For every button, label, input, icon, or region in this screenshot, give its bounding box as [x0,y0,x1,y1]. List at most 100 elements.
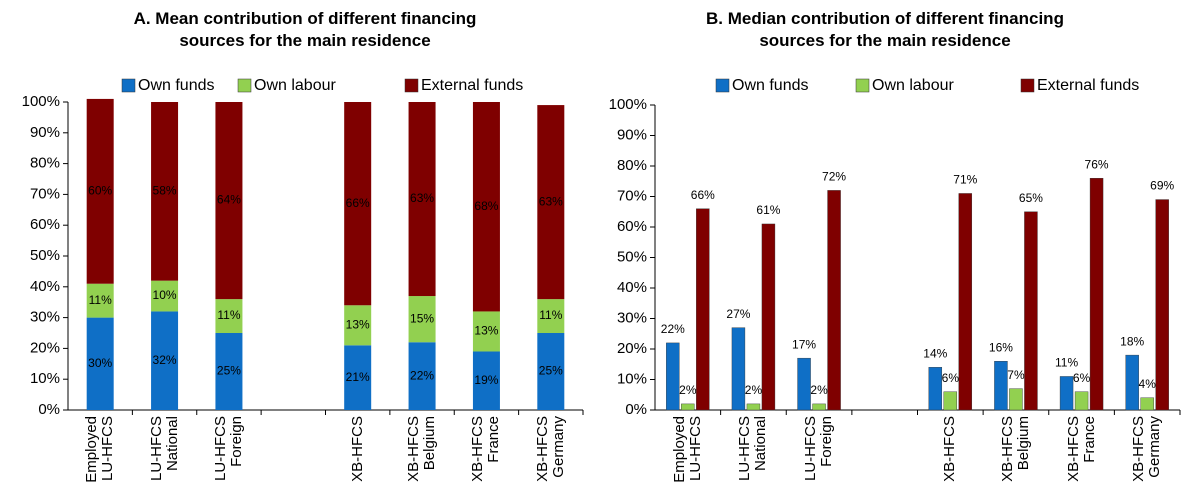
value-label: 6% [942,371,960,385]
x-tick-label: XB-HFCS [348,416,366,482]
value-label: 61% [756,203,780,217]
value-label: 66% [346,196,370,210]
y-tick-label: 90% [617,126,647,143]
x-tick-label: LU-HFCS National [736,416,770,482]
value-label: 11% [539,308,562,322]
y-tick-label: 10% [30,370,60,387]
x-tick-label: XB-HFCS France [469,416,503,482]
legend-swatch [1020,78,1035,93]
y-tick-label: 70% [617,187,647,204]
value-label: 2% [745,383,763,397]
value-label: 14% [923,346,947,360]
bar [1074,391,1089,411]
value-label: 15% [410,311,434,325]
x-tick-label: XB-HFCS Germany [533,416,567,482]
x-tick-label: XB-HFCS Belgium [405,416,439,482]
value-label: 22% [410,368,434,382]
value-label: 11% [1055,356,1078,370]
value-label: 71% [953,173,977,187]
bar [943,391,958,411]
y-tick-label: 50% [617,248,647,265]
value-label: 27% [726,307,750,321]
bar [994,361,1008,411]
value-label: 64% [217,193,241,207]
bar-segment [151,280,179,312]
value-label: 65% [1019,191,1043,205]
x-tick-label: XB-HFCS Belgium [998,416,1032,482]
bar [1140,397,1154,411]
bar-segment [472,311,500,352]
bar [928,367,943,411]
x-tick-label: XB-HFCS France [1064,416,1098,482]
bar [1059,376,1074,411]
bar [1155,199,1169,411]
value-label: 63% [539,194,563,208]
bar [746,403,761,411]
value-label: 4% [1139,377,1157,391]
y-tick-label: 60% [30,216,60,233]
y-tick-label: 90% [30,124,60,141]
bar [797,357,811,411]
value-label: 17% [792,337,816,351]
chart-title: A. Mean contribution of different financ… [133,9,477,50]
y-tick-label: 40% [30,278,60,295]
bar [827,190,841,411]
bar-segment [472,351,500,410]
value-label: 25% [539,364,563,378]
value-label: 60% [88,183,112,197]
legend-label: External funds [1037,77,1139,94]
legend-label: Own funds [138,77,214,94]
bar [1125,354,1139,411]
value-label: 18% [1120,334,1144,348]
bar-segment [408,342,436,410]
x-tick-label: XB-HFCS [941,416,959,482]
y-tick-label: 100% [22,93,60,110]
legend-swatch [237,78,252,93]
value-label: 21% [346,370,370,384]
bar-segment [86,98,114,284]
value-label: 76% [1085,157,1109,171]
bar [1024,211,1038,411]
y-tick-label: 70% [30,185,60,202]
value-label: 7% [1007,368,1025,382]
x-tick-label: LU-HFCS Foreign [802,416,836,482]
bar-segment [344,305,372,346]
bar-segment [215,102,243,300]
value-label: 13% [346,317,370,331]
bar [696,208,710,411]
value-label: 13% [474,324,498,338]
x-tick-label: XB-HFCS Germany [1130,416,1164,482]
value-label: 19% [474,373,498,387]
value-label: 11% [89,293,112,307]
value-label: 6% [1073,371,1091,385]
legend-label: Own funds [732,77,808,94]
value-label: 16% [989,340,1013,354]
value-label: 22% [661,322,685,336]
bar-segment [86,283,114,318]
y-tick-label: 50% [30,247,60,264]
bar-segment [408,296,436,343]
bar-segment [86,317,114,410]
legend-swatch [715,78,730,93]
bar [731,327,746,411]
x-tick-label: LU-HFCS Foreign [211,416,245,482]
value-label: 68% [474,199,498,213]
y-tick-label: 0% [38,401,60,418]
legend-label: Own labour [254,77,336,94]
value-label: 69% [1150,179,1174,193]
chart-title: B. Median contribution of different fina… [706,9,1064,50]
bar [681,403,695,411]
value-label: 66% [691,188,715,202]
value-label: 2% [679,383,697,397]
bar-segment [472,102,500,312]
value-label: 58% [153,183,177,197]
y-tick-label: 10% [617,370,647,387]
y-tick-label: 100% [609,96,647,113]
y-tick-label: 60% [617,218,647,235]
legend-label: External funds [421,77,523,94]
value-label: 32% [153,353,177,367]
y-tick-label: 0% [625,401,647,418]
y-tick-label: 30% [617,309,647,326]
x-tick-label: LU-HFCS National [147,416,181,482]
